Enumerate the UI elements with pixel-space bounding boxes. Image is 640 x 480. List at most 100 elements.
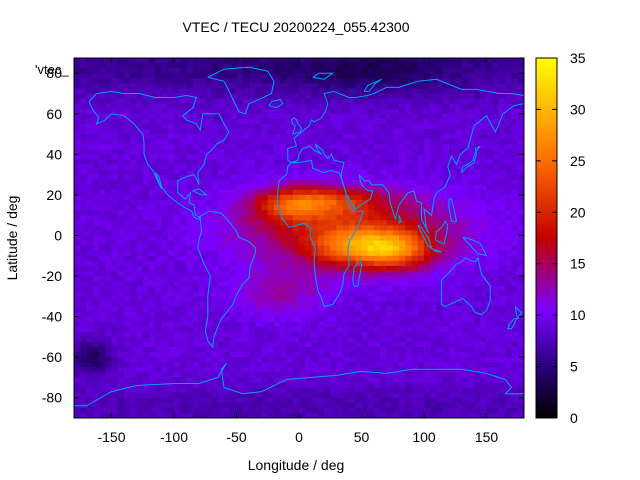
heatmap-cell	[267, 402, 275, 409]
heatmap-cell	[211, 169, 219, 176]
heatmap-cell	[80, 118, 87, 125]
heatmap-cell	[461, 73, 469, 79]
heatmap-cell	[336, 194, 344, 201]
heatmap-cell	[92, 83, 100, 89]
heatmap-cell	[355, 144, 362, 150]
heatmap-cell	[255, 291, 262, 297]
heatmap-cell	[136, 301, 144, 307]
heatmap-cell	[280, 296, 287, 302]
heatmap-cell	[417, 108, 425, 115]
heatmap-cell	[136, 235, 144, 241]
heatmap-cell	[242, 286, 250, 292]
heatmap-cell	[255, 387, 262, 394]
heatmap-cell	[242, 235, 250, 241]
heatmap-cell	[492, 357, 500, 363]
heatmap-cell	[230, 103, 237, 110]
heatmap-cell	[117, 149, 125, 155]
heatmap-cell	[136, 341, 144, 348]
heatmap-cell	[267, 194, 275, 201]
heatmap-cell	[499, 118, 506, 125]
heatmap-cell	[186, 352, 194, 358]
heatmap-cell	[136, 270, 144, 277]
heatmap-cell	[267, 286, 275, 292]
heatmap-cell	[330, 392, 337, 399]
heatmap-cell	[217, 347, 225, 353]
heatmap-cell	[205, 362, 212, 368]
heatmap-cell	[242, 149, 250, 155]
heatmap-cell	[230, 194, 237, 201]
heatmap-cell	[186, 250, 194, 257]
heatmap-cell	[280, 286, 287, 292]
heatmap-cell	[449, 321, 456, 328]
heatmap-cell	[417, 225, 425, 231]
heatmap-cell	[186, 179, 194, 186]
heatmap-cell	[499, 199, 506, 206]
heatmap-cell	[367, 331, 375, 338]
heatmap-cell	[461, 372, 469, 378]
heatmap-cell	[449, 240, 456, 247]
heatmap-cell	[480, 194, 487, 201]
heatmap-cell	[455, 306, 462, 312]
heatmap-cell	[267, 316, 275, 323]
heatmap-cell	[186, 215, 194, 221]
heatmap-cell	[199, 250, 206, 257]
heatmap-cell	[224, 377, 231, 383]
heatmap-cell	[349, 63, 356, 69]
heatmap-cell	[292, 128, 300, 135]
heatmap-cell	[236, 306, 244, 312]
heatmap-cell	[336, 336, 344, 343]
heatmap-cell	[186, 189, 194, 196]
heatmap-cell	[305, 341, 312, 348]
heatmap-cell	[311, 316, 319, 323]
heatmap-cell	[111, 169, 119, 176]
heatmap-cell	[174, 205, 181, 211]
heatmap-cell	[449, 347, 456, 353]
heatmap-cell	[105, 139, 112, 145]
heatmap-cell	[186, 377, 194, 383]
heatmap-cell	[474, 240, 481, 247]
heatmap-cell	[149, 296, 156, 302]
heatmap-cell	[467, 240, 475, 247]
heatmap-cell	[92, 199, 100, 206]
heatmap-cell	[467, 352, 475, 358]
heatmap-cell	[105, 412, 112, 419]
heatmap-cell	[249, 103, 256, 110]
heatmap-cell	[224, 154, 231, 160]
heatmap-cell	[474, 174, 481, 181]
heatmap-cell	[224, 362, 231, 368]
heatmap-cell	[392, 336, 400, 343]
heatmap-cell	[499, 83, 506, 89]
heatmap-cell	[124, 103, 131, 110]
heatmap-cell	[305, 215, 312, 221]
heatmap-cell	[449, 296, 456, 302]
heatmap-cell	[399, 347, 406, 353]
heatmap-cell	[342, 164, 350, 170]
heatmap-cell	[480, 149, 487, 155]
heatmap-cell	[230, 159, 237, 165]
heatmap-cell	[405, 286, 412, 292]
heatmap-cell	[161, 286, 169, 292]
heatmap-cell	[192, 402, 200, 409]
heatmap-cell	[424, 311, 431, 317]
heatmap-cell	[124, 154, 131, 160]
heatmap-cell	[336, 215, 344, 221]
heatmap-cell	[255, 179, 262, 186]
heatmap-cell	[242, 402, 250, 409]
heatmap-cell	[117, 63, 125, 69]
heatmap-cell	[199, 260, 206, 267]
heatmap-cell	[199, 235, 206, 241]
heatmap-cell	[330, 103, 337, 110]
heatmap-cell	[336, 240, 344, 247]
heatmap-cell	[130, 387, 137, 394]
heatmap-cell	[380, 341, 387, 348]
heatmap-cell	[136, 73, 144, 79]
heatmap-cell	[342, 255, 350, 262]
heatmap-cell	[124, 139, 131, 145]
heatmap-cell	[161, 392, 169, 399]
heatmap-cell	[386, 367, 394, 373]
heatmap-cell	[424, 352, 431, 358]
heatmap-cell	[292, 139, 300, 145]
heatmap-cell	[299, 362, 306, 368]
heatmap-cell	[380, 245, 387, 252]
heatmap-cell	[149, 372, 156, 378]
